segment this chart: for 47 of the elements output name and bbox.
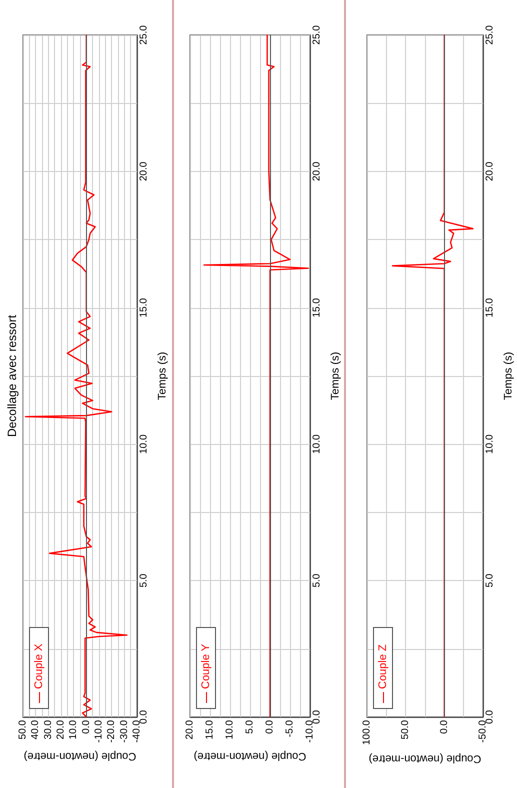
x-tick-label: 10.0 bbox=[68, 720, 80, 740]
x-axis-title: Couple (newton-metre) bbox=[368, 752, 482, 764]
line-series bbox=[392, 34, 474, 718]
x-tick-label: 15.0 bbox=[204, 720, 216, 740]
y-tick-label: 5.0 bbox=[312, 573, 322, 588]
y-tick-label: 5.0 bbox=[484, 573, 496, 588]
x-tick-label: 5.0 bbox=[244, 720, 256, 734]
text: Couple Z bbox=[377, 644, 389, 689]
y-tick-label: 15.0 bbox=[484, 298, 496, 318]
x-tick-label: 20.0 bbox=[184, 720, 196, 740]
text: Decollage avec ressort bbox=[5, 314, 19, 438]
y-tick-label: 0.0 bbox=[138, 710, 150, 724]
x-tick-label: 100.0 bbox=[362, 720, 372, 746]
y-tick-label: 25.0 bbox=[312, 24, 322, 45]
x-tick-label: -5.0 bbox=[284, 720, 296, 738]
x-tick-label: 40.0 bbox=[30, 720, 42, 740]
y-tick-label: 20.0 bbox=[312, 161, 322, 182]
y-tick-label: 5.0 bbox=[138, 573, 150, 588]
y-axis-title: Temps (s) bbox=[156, 352, 168, 400]
y-tick-label: 0.0 bbox=[312, 710, 322, 724]
y-tick-label: 25.0 bbox=[138, 24, 150, 45]
y-tick-label: 15.0 bbox=[138, 298, 150, 318]
y-axis-title: Temps (s) bbox=[502, 352, 514, 400]
text: Couple X bbox=[33, 644, 45, 689]
x-tick-label: 20.0 bbox=[56, 720, 66, 740]
x-tick-label: 0.0 bbox=[438, 720, 450, 734]
y-tick-label: 10.0 bbox=[484, 434, 496, 454]
y-tick-label: 20.0 bbox=[138, 161, 150, 182]
x-axis-title: Couple (newton-metre) bbox=[194, 750, 306, 762]
y-axis-title: Temps (s) bbox=[329, 352, 342, 400]
y-tick-label: 20.0 bbox=[484, 161, 496, 182]
x-tick-label: 10.0 bbox=[224, 720, 236, 740]
x-tick-label: 30.0 bbox=[42, 720, 54, 740]
x-axis-title: Couple (newton-metre) bbox=[24, 750, 136, 762]
y-tick-label: 10.0 bbox=[138, 434, 150, 454]
x-tick-label: -20.0 bbox=[106, 720, 118, 743]
x-tick-label: 50.0 bbox=[18, 720, 28, 740]
y-tick-label: 25.0 bbox=[484, 24, 496, 45]
x-tick-label: 0.0 bbox=[264, 720, 276, 734]
x-tick-label: -10.0 bbox=[94, 720, 104, 743]
x-tick-label: -30.0 bbox=[118, 720, 130, 743]
y-tick-label: 15.0 bbox=[312, 298, 322, 318]
x-tick-label: 50.0 bbox=[400, 720, 412, 740]
y-tick-label: 10.0 bbox=[312, 434, 322, 454]
text: Couple Y bbox=[200, 644, 212, 689]
x-tick-label: 0.0 bbox=[80, 720, 92, 734]
y-tick-label: 0.0 bbox=[484, 710, 496, 724]
